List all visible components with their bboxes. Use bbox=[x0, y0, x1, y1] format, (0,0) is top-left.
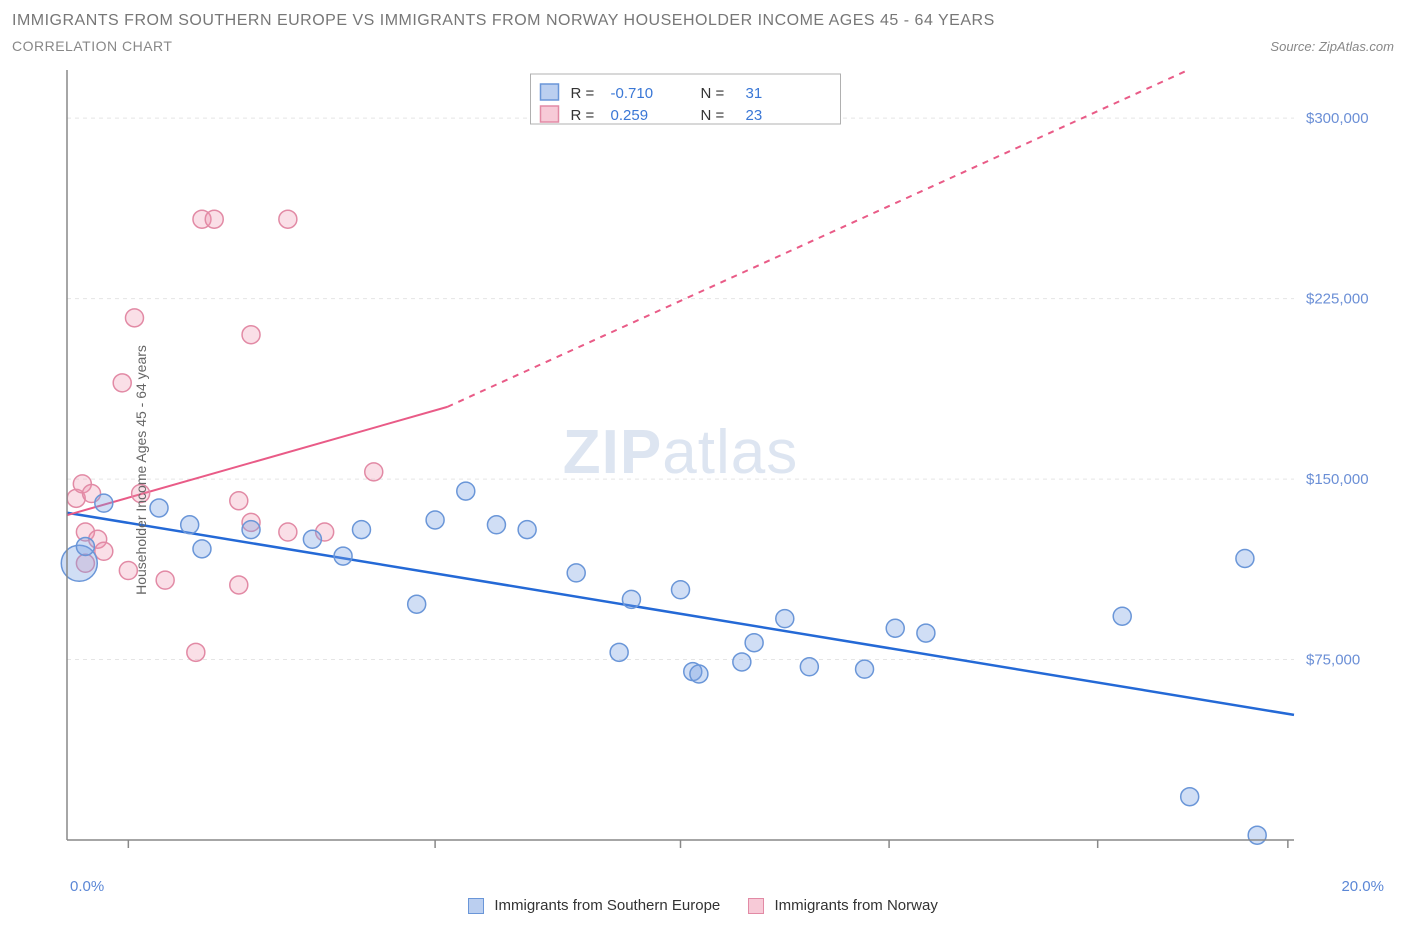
legend-n-label: N = bbox=[701, 85, 725, 102]
data-point-pink bbox=[95, 542, 113, 560]
scatter-chart: $75,000 $150,000 $225,000 $300,000 ZIPatlas R… bbox=[12, 60, 1394, 880]
data-point-blue bbox=[1181, 788, 1199, 806]
data-point-blue bbox=[76, 537, 94, 555]
source-name: ZipAtlas.com bbox=[1319, 39, 1394, 54]
trendline-pink-solid bbox=[67, 407, 447, 515]
legend-r-value: 0.259 bbox=[611, 107, 649, 124]
legend-r-label: R = bbox=[571, 107, 595, 124]
legend-r-label: R = bbox=[571, 85, 595, 102]
bottom-legend: Immigrants from Southern Europe Immigran… bbox=[12, 897, 1394, 914]
data-point-blue bbox=[733, 653, 751, 671]
x-axis-max-label: 20.0% bbox=[1341, 878, 1384, 895]
data-point-blue bbox=[745, 634, 763, 652]
y-axis-label: Householder Income Ages 45 - 64 years bbox=[133, 345, 149, 595]
data-point-blue bbox=[917, 624, 935, 642]
legend-swatch bbox=[541, 84, 559, 100]
data-point-blue bbox=[150, 499, 168, 517]
data-point-blue bbox=[610, 643, 628, 661]
data-point-blue bbox=[672, 581, 690, 599]
data-point-blue bbox=[95, 494, 113, 512]
data-point-blue bbox=[1236, 549, 1254, 567]
legend-label-pink: Immigrants from Norway bbox=[774, 897, 937, 914]
data-point-blue bbox=[242, 521, 260, 539]
chart-subtitle: CORRELATION CHART bbox=[12, 38, 172, 54]
data-point-blue bbox=[352, 521, 370, 539]
data-point-blue bbox=[567, 564, 585, 582]
data-point-pink bbox=[365, 463, 383, 481]
data-point-pink bbox=[205, 210, 223, 228]
data-point-blue bbox=[303, 530, 321, 548]
source-attribution: Source: ZipAtlas.com bbox=[1270, 39, 1394, 54]
legend-r-value: -0.710 bbox=[611, 85, 654, 102]
legend-item-norway: Immigrants from Norway bbox=[748, 897, 938, 914]
data-point-blue bbox=[334, 547, 352, 565]
legend-n-value: 31 bbox=[746, 85, 763, 102]
y-tick-label: $300,000 bbox=[1306, 110, 1369, 127]
legend-n-value: 23 bbox=[746, 107, 763, 124]
data-point-blue bbox=[487, 516, 505, 534]
data-point-blue bbox=[193, 540, 211, 558]
trendline-blue bbox=[67, 513, 1294, 715]
legend-label-blue: Immigrants from Southern Europe bbox=[494, 897, 720, 914]
data-point-blue bbox=[408, 595, 426, 613]
data-point-blue bbox=[776, 610, 794, 628]
data-point-pink bbox=[156, 571, 174, 589]
legend-item-southern-europe: Immigrants from Southern Europe bbox=[468, 897, 720, 914]
data-point-pink bbox=[187, 643, 205, 661]
data-point-pink bbox=[230, 492, 248, 510]
source-prefix: Source: bbox=[1270, 39, 1315, 54]
x-axis-min-label: 0.0% bbox=[70, 878, 104, 895]
data-point-blue bbox=[886, 619, 904, 637]
y-tick-label: $75,000 bbox=[1306, 652, 1360, 669]
data-point-blue bbox=[800, 658, 818, 676]
data-point-pink bbox=[279, 210, 297, 228]
chart-title: IMMIGRANTS FROM SOUTHERN EUROPE VS IMMIG… bbox=[12, 12, 995, 29]
legend-swatch-pink bbox=[748, 898, 764, 914]
data-point-pink bbox=[230, 576, 248, 594]
data-point-blue bbox=[856, 660, 874, 678]
data-point-pink bbox=[279, 523, 297, 541]
y-tick-label: $225,000 bbox=[1306, 291, 1369, 308]
data-point-pink bbox=[242, 326, 260, 344]
y-tick-label: $150,000 bbox=[1306, 471, 1369, 488]
data-point-blue bbox=[1248, 826, 1266, 844]
legend-swatch bbox=[541, 106, 559, 122]
data-point-blue bbox=[690, 665, 708, 683]
data-point-blue bbox=[457, 482, 475, 500]
legend-swatch-blue bbox=[468, 898, 484, 914]
data-point-blue bbox=[518, 521, 536, 539]
data-point-blue bbox=[181, 516, 199, 534]
data-point-pink bbox=[113, 374, 131, 392]
data-point-blue bbox=[622, 590, 640, 608]
legend-n-label: N = bbox=[701, 107, 725, 124]
chart-area: Householder Income Ages 45 - 64 years $7… bbox=[12, 60, 1394, 880]
data-point-blue bbox=[1113, 607, 1131, 625]
data-point-pink bbox=[125, 309, 143, 327]
watermark: ZIPatlas bbox=[563, 418, 798, 487]
data-point-blue bbox=[426, 511, 444, 529]
